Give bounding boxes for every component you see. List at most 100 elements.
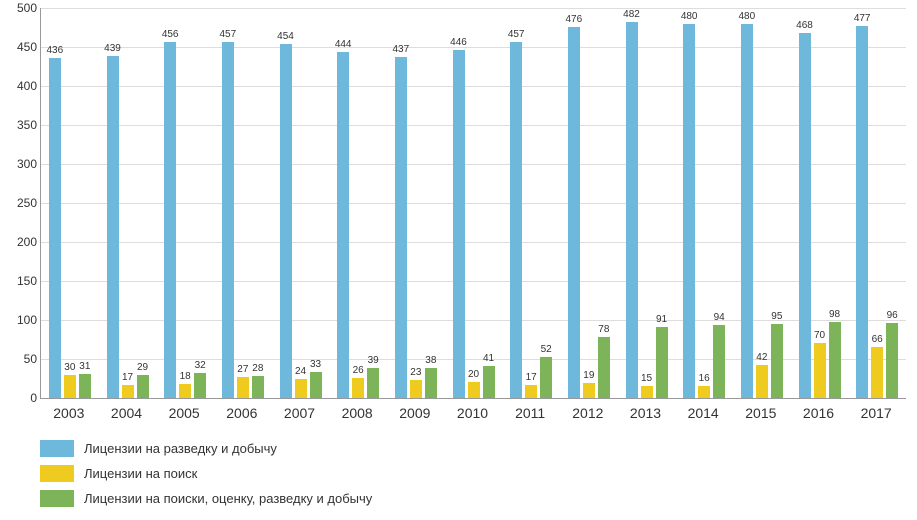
- bar-value-label: 29: [137, 362, 148, 373]
- y-tick-label: 450: [17, 40, 37, 54]
- bar-value-label: 439: [104, 43, 121, 54]
- chart-container: 4363031439172945618324572728454243344426…: [0, 0, 917, 520]
- bar-value-label: 31: [79, 361, 90, 372]
- bar: [164, 42, 176, 398]
- bar-value-label: 96: [887, 310, 898, 321]
- bar: [713, 325, 725, 398]
- bar: [395, 57, 407, 398]
- x-tick-label: 2011: [515, 405, 545, 421]
- bar: [64, 375, 76, 398]
- bar-value-label: 454: [277, 31, 294, 42]
- bar-value-label: 52: [541, 344, 552, 355]
- x-tick-label: 2012: [572, 405, 603, 421]
- y-tick-label: 350: [17, 118, 37, 132]
- bar-value-label: 94: [714, 312, 725, 323]
- bar: [410, 380, 422, 398]
- bar: [641, 386, 653, 398]
- bar: [683, 24, 695, 398]
- legend-swatch: [40, 490, 74, 507]
- bar: [829, 322, 841, 398]
- bar: [352, 378, 364, 398]
- bar-value-label: 27: [237, 364, 248, 375]
- x-tick-label: 2017: [861, 405, 892, 421]
- bar: [583, 383, 595, 398]
- bar-value-label: 30: [64, 362, 75, 373]
- x-tick-label: 2005: [169, 405, 200, 421]
- bar-value-label: 15: [641, 373, 652, 384]
- bar: [280, 44, 292, 398]
- bar: [179, 384, 191, 398]
- bar: [453, 50, 465, 398]
- bar: [295, 379, 307, 398]
- bar-value-label: 480: [738, 11, 755, 22]
- bar-value-label: 66: [872, 334, 883, 345]
- legend-item: Лицензии на разведку и добычу: [40, 440, 372, 457]
- bar-value-label: 78: [598, 324, 609, 335]
- bar: [237, 377, 249, 398]
- x-tick-label: 2010: [457, 405, 488, 421]
- bar: [222, 42, 234, 398]
- bar: [310, 372, 322, 398]
- bar: [598, 337, 610, 398]
- bar-value-label: 91: [656, 314, 667, 325]
- bar-value-label: 24: [295, 366, 306, 377]
- x-tick-label: 2008: [342, 405, 373, 421]
- y-tick-label: 150: [17, 274, 37, 288]
- bar: [741, 24, 753, 398]
- bar: [626, 22, 638, 398]
- x-tick-label: 2003: [53, 405, 84, 421]
- bar: [756, 365, 768, 398]
- bar-value-label: 456: [162, 29, 179, 40]
- bar: [483, 366, 495, 398]
- legend: Лицензии на разведку и добычу Лицензии на…: [40, 440, 372, 515]
- x-tick-label: 2013: [630, 405, 661, 421]
- x-tick-label: 2004: [111, 405, 142, 421]
- plot-area: 4363031439172945618324572728454243344426…: [40, 8, 906, 399]
- bar: [856, 26, 868, 398]
- bar: [137, 375, 149, 398]
- bar-value-label: 17: [122, 372, 133, 383]
- bar-value-label: 17: [526, 372, 537, 383]
- bar: [122, 385, 134, 398]
- bar-value-label: 32: [195, 360, 206, 371]
- bar-value-label: 39: [368, 355, 379, 366]
- bar-value-label: 457: [508, 29, 525, 40]
- x-tick-label: 2006: [226, 405, 257, 421]
- y-tick-label: 50: [24, 352, 37, 366]
- bar: [799, 33, 811, 398]
- bar: [886, 323, 898, 398]
- bar-value-label: 437: [392, 44, 409, 55]
- legend-item: Лицензии на поиски, оценку, разведку и д…: [40, 490, 372, 507]
- bar-value-label: 19: [583, 370, 594, 381]
- bar-value-label: 70: [814, 330, 825, 341]
- bar: [468, 382, 480, 398]
- x-tick-label: 2009: [399, 405, 430, 421]
- bar: [337, 52, 349, 398]
- bar: [525, 385, 537, 398]
- legend-swatch: [40, 440, 74, 457]
- x-tick-label: 2014: [688, 405, 719, 421]
- bar-value-label: 18: [180, 371, 191, 382]
- y-tick-label: 250: [17, 196, 37, 210]
- bar-value-label: 95: [771, 311, 782, 322]
- bar-value-label: 98: [829, 309, 840, 320]
- bar-value-label: 444: [335, 39, 352, 50]
- bar: [107, 56, 119, 398]
- bar: [79, 374, 91, 398]
- bar-value-label: 480: [681, 11, 698, 22]
- bar-value-label: 23: [410, 367, 421, 378]
- bar-value-label: 33: [310, 359, 321, 370]
- bar-value-label: 436: [46, 45, 63, 56]
- bar: [814, 343, 826, 398]
- bar-value-label: 468: [796, 20, 813, 31]
- y-tick-label: 300: [17, 157, 37, 171]
- bar-value-label: 477: [854, 13, 871, 24]
- bar-value-label: 476: [565, 14, 582, 25]
- bar-value-label: 26: [353, 365, 364, 376]
- y-tick-label: 400: [17, 79, 37, 93]
- y-tick-label: 0: [30, 391, 37, 405]
- bar: [771, 324, 783, 398]
- bar-value-label: 482: [623, 9, 640, 20]
- y-tick-label: 500: [17, 1, 37, 15]
- legend-label: Лицензии на поиск: [84, 466, 197, 481]
